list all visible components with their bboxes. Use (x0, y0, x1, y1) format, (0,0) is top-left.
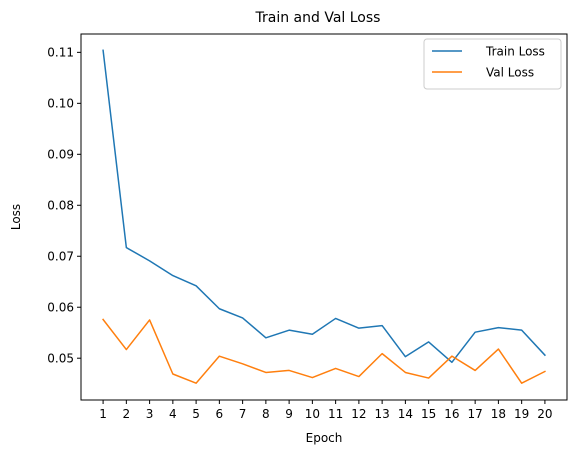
x-tick-label: 14 (398, 407, 413, 421)
legend-label-train-loss: Train Loss (485, 45, 545, 59)
x-tick-label: 5 (192, 407, 200, 421)
x-tick-label: 4 (169, 407, 177, 421)
x-tick-label: 13 (374, 407, 389, 421)
y-tick-label: 0.11 (47, 46, 74, 60)
x-tick-label: 10 (305, 407, 320, 421)
y-axis-ticks: 0.05 0.06 0.07 0.08 0.09 0.10 0.11 (47, 46, 81, 366)
x-tick-label: 19 (514, 407, 529, 421)
x-tick-label: 17 (468, 407, 483, 421)
x-tick-label: 2 (123, 407, 131, 421)
x-axis-ticks: 1 2 3 4 5 6 7 8 9 10 11 12 13 14 15 16 17 18 19 20 (99, 400, 553, 421)
y-tick-label: 0.07 (47, 250, 74, 264)
x-tick-label: 12 (351, 407, 366, 421)
x-tick-label: 6 (216, 407, 224, 421)
x-tick-label: 7 (239, 407, 247, 421)
x-tick-label: 18 (491, 407, 506, 421)
legend: Train Loss Val Loss (423, 38, 562, 90)
chart-title: Train and Val Loss (255, 10, 381, 26)
x-tick-label: 8 (262, 407, 270, 421)
y-tick-label: 0.08 (47, 199, 74, 213)
y-tick-label: 0.09 (47, 148, 74, 162)
y-tick-label: 0.06 (47, 301, 74, 315)
x-axis-label: Epoch (306, 431, 343, 445)
series-line-val-loss (102, 318, 546, 384)
x-tick-label: 11 (328, 407, 343, 421)
plot-frame (80, 33, 568, 401)
x-tick-label: 16 (444, 407, 459, 421)
legend-label-val-loss: Val Loss (486, 66, 534, 80)
series-layer (102, 49, 546, 384)
y-tick-label: 0.10 (47, 97, 74, 111)
y-tick-label: 0.05 (47, 352, 74, 366)
y-axis-label: Loss (9, 204, 23, 230)
x-tick-label: 1 (99, 407, 107, 421)
x-tick-label: 20 (537, 407, 552, 421)
x-tick-label: 15 (421, 407, 436, 421)
x-tick-label: 3 (146, 407, 154, 421)
series-line-train-loss (102, 49, 546, 364)
x-tick-label: 9 (285, 407, 293, 421)
